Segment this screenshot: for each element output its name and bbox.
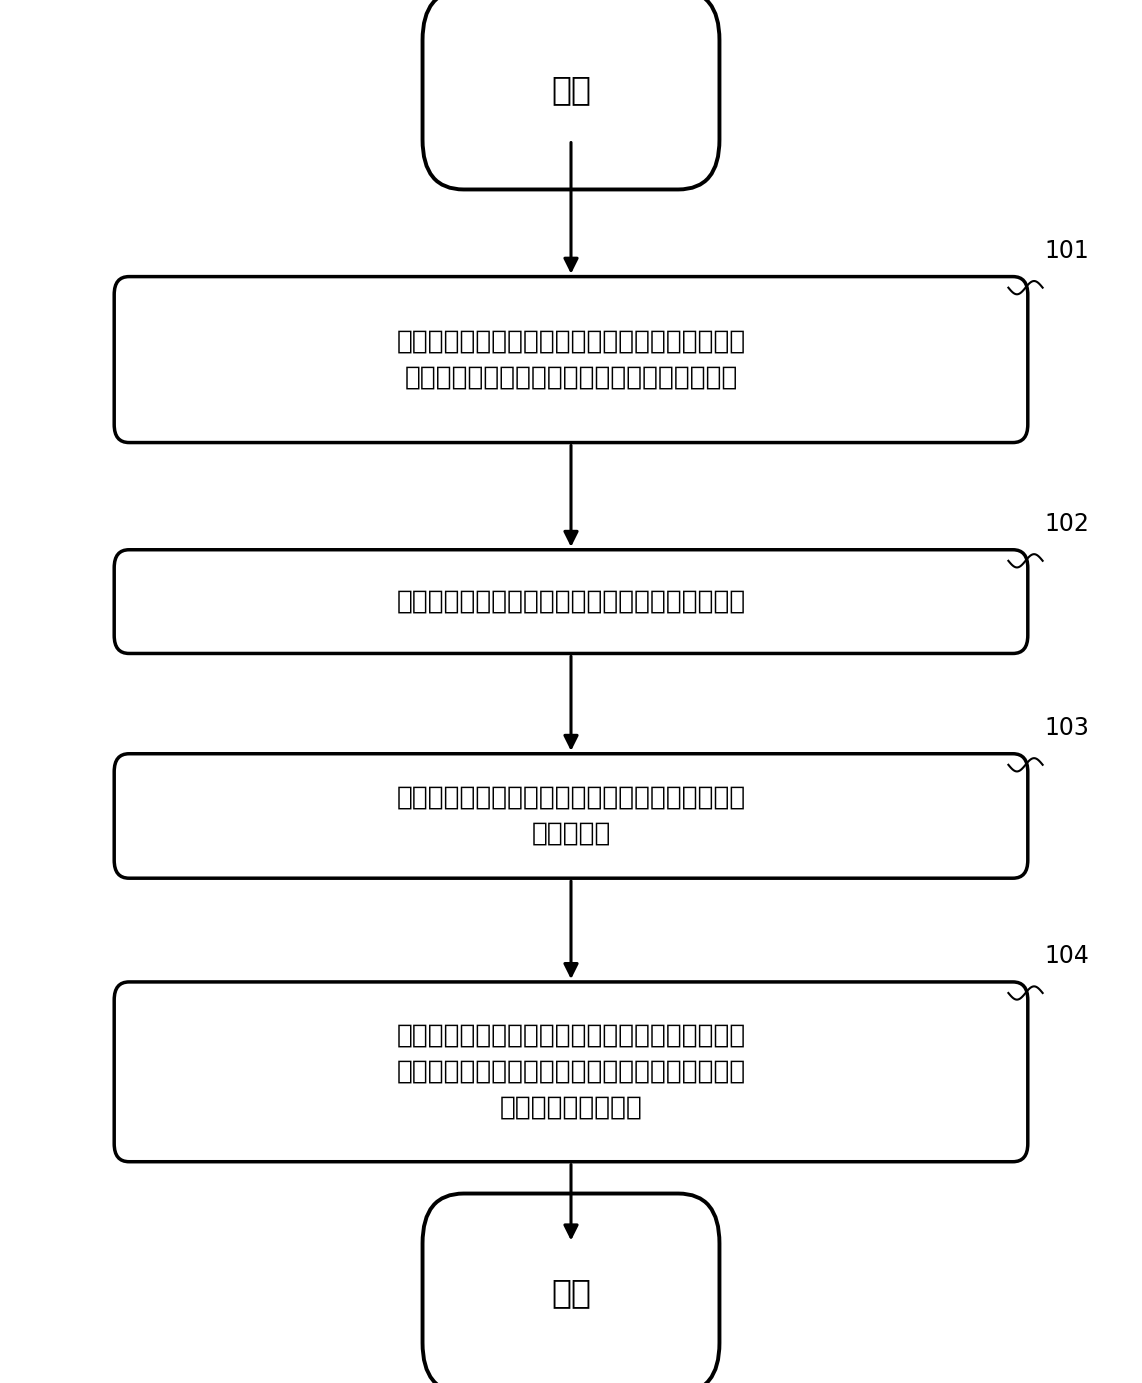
Text: 在确定接收端本振频率与每个发射端本振频率相同
的情况下，接收至少一个发射端发射的测试信号: 在确定接收端本振频率与每个发射端本振频率相同 的情况下，接收至少一个发射端发射的… (396, 329, 746, 390)
Text: 104: 104 (1045, 945, 1089, 968)
Text: 根据确定的相对速度，以及测试信号对应发射端的
第一位置信息，确定接收端相对于测试信号对应发
射端的第二位置信息: 根据确定的相对速度，以及测试信号对应发射端的 第一位置信息，确定接收端相对于测试… (396, 1023, 746, 1120)
FancyBboxPatch shape (114, 277, 1028, 443)
FancyBboxPatch shape (114, 754, 1028, 878)
Text: 101: 101 (1045, 239, 1089, 263)
FancyBboxPatch shape (423, 1194, 719, 1383)
Text: 确定测试信号的频率与接收端本振频率之间的频差: 确定测试信号的频率与接收端本振频率之间的频差 (396, 589, 746, 614)
Text: 结束: 结束 (550, 1277, 592, 1310)
Text: 根据频差，确定接收端与测试信号对应发射端之间
的相对速度: 根据频差，确定接收端与测试信号对应发射端之间 的相对速度 (396, 786, 746, 846)
FancyBboxPatch shape (114, 550, 1028, 654)
FancyBboxPatch shape (423, 0, 719, 189)
Text: 102: 102 (1045, 512, 1089, 537)
FancyBboxPatch shape (114, 982, 1028, 1162)
Text: 开始: 开始 (550, 73, 592, 106)
Text: 103: 103 (1045, 716, 1089, 740)
